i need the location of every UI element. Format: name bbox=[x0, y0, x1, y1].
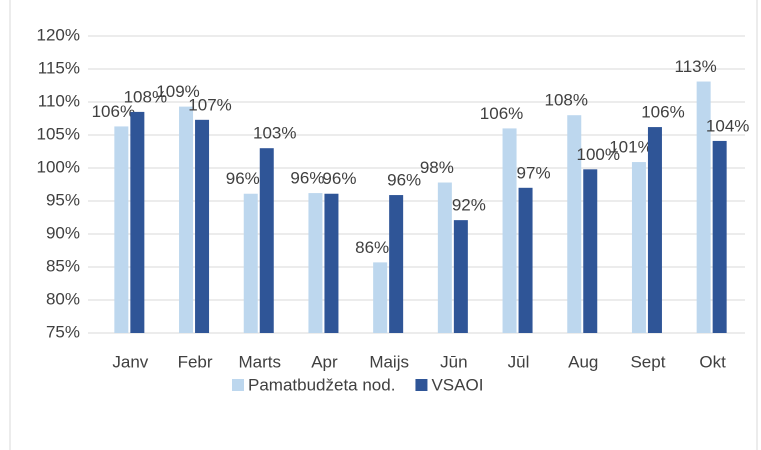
data-label: 106% bbox=[641, 103, 684, 122]
bar bbox=[114, 126, 129, 333]
data-label: 108% bbox=[545, 91, 588, 110]
data-label: 107% bbox=[188, 95, 231, 114]
x-tick-label: Apr bbox=[311, 352, 338, 371]
bar bbox=[631, 162, 646, 333]
data-label: 96% bbox=[226, 169, 260, 188]
x-tick-label: Febr bbox=[178, 352, 213, 371]
bar bbox=[437, 182, 452, 333]
y-tick-label: 85% bbox=[46, 256, 80, 275]
bar bbox=[308, 193, 323, 333]
bar bbox=[647, 127, 662, 333]
bar bbox=[502, 128, 517, 333]
x-tick-label: Jūn bbox=[440, 352, 467, 371]
data-label: 92% bbox=[452, 196, 486, 215]
data-label: 109% bbox=[156, 82, 199, 101]
data-label: 98% bbox=[420, 158, 454, 177]
x-tick-label: Okt bbox=[699, 352, 726, 371]
bar bbox=[567, 115, 582, 333]
x-tick-label: Maijs bbox=[369, 352, 409, 371]
y-tick-label: 100% bbox=[37, 157, 80, 176]
data-label: 108% bbox=[124, 87, 167, 106]
data-label: 100% bbox=[577, 145, 620, 164]
bar bbox=[130, 111, 145, 334]
y-tick-label: 110% bbox=[38, 91, 80, 110]
chart-frame bbox=[9, 0, 758, 450]
legend-swatch bbox=[232, 379, 244, 391]
y-tick-label: 75% bbox=[46, 322, 80, 341]
legend-swatch bbox=[415, 379, 428, 391]
legend-label: Pamatbudžeta nod. bbox=[248, 375, 395, 394]
bar bbox=[259, 148, 274, 333]
x-tick-label: Marts bbox=[239, 352, 282, 371]
bar bbox=[696, 81, 711, 333]
data-label: 101% bbox=[609, 138, 652, 157]
x-tick-label: Janv bbox=[112, 352, 148, 371]
bar bbox=[373, 262, 388, 333]
y-tick-label: 80% bbox=[46, 289, 80, 308]
data-label: 86% bbox=[355, 238, 389, 257]
data-label: 97% bbox=[517, 163, 551, 182]
data-label: 104% bbox=[706, 116, 749, 135]
y-tick-label: 105% bbox=[37, 124, 80, 143]
bar bbox=[583, 169, 598, 333]
legend-label: VSAOI bbox=[431, 375, 483, 394]
bar bbox=[179, 106, 194, 334]
bar bbox=[195, 119, 210, 333]
y-tick-label: 90% bbox=[46, 223, 80, 242]
y-tick-label: 115% bbox=[38, 58, 80, 77]
bar bbox=[389, 195, 404, 333]
bar bbox=[453, 220, 468, 333]
bar bbox=[712, 140, 727, 333]
data-label: 96% bbox=[387, 171, 421, 190]
data-label: 106% bbox=[480, 104, 523, 123]
bar bbox=[324, 193, 339, 333]
x-tick-label: Aug bbox=[568, 352, 598, 371]
data-label: 113% bbox=[675, 57, 717, 76]
data-label: 103% bbox=[253, 124, 296, 143]
bar bbox=[518, 187, 533, 333]
data-label: 106% bbox=[92, 102, 135, 121]
bar bbox=[243, 193, 258, 333]
x-tick-label: Sept bbox=[630, 352, 665, 371]
data-label: 96% bbox=[290, 169, 324, 188]
y-tick-label: 120% bbox=[37, 25, 80, 44]
data-label: 96% bbox=[322, 169, 356, 188]
x-tick-label: Jūl bbox=[508, 352, 530, 371]
y-tick-label: 95% bbox=[46, 190, 80, 209]
